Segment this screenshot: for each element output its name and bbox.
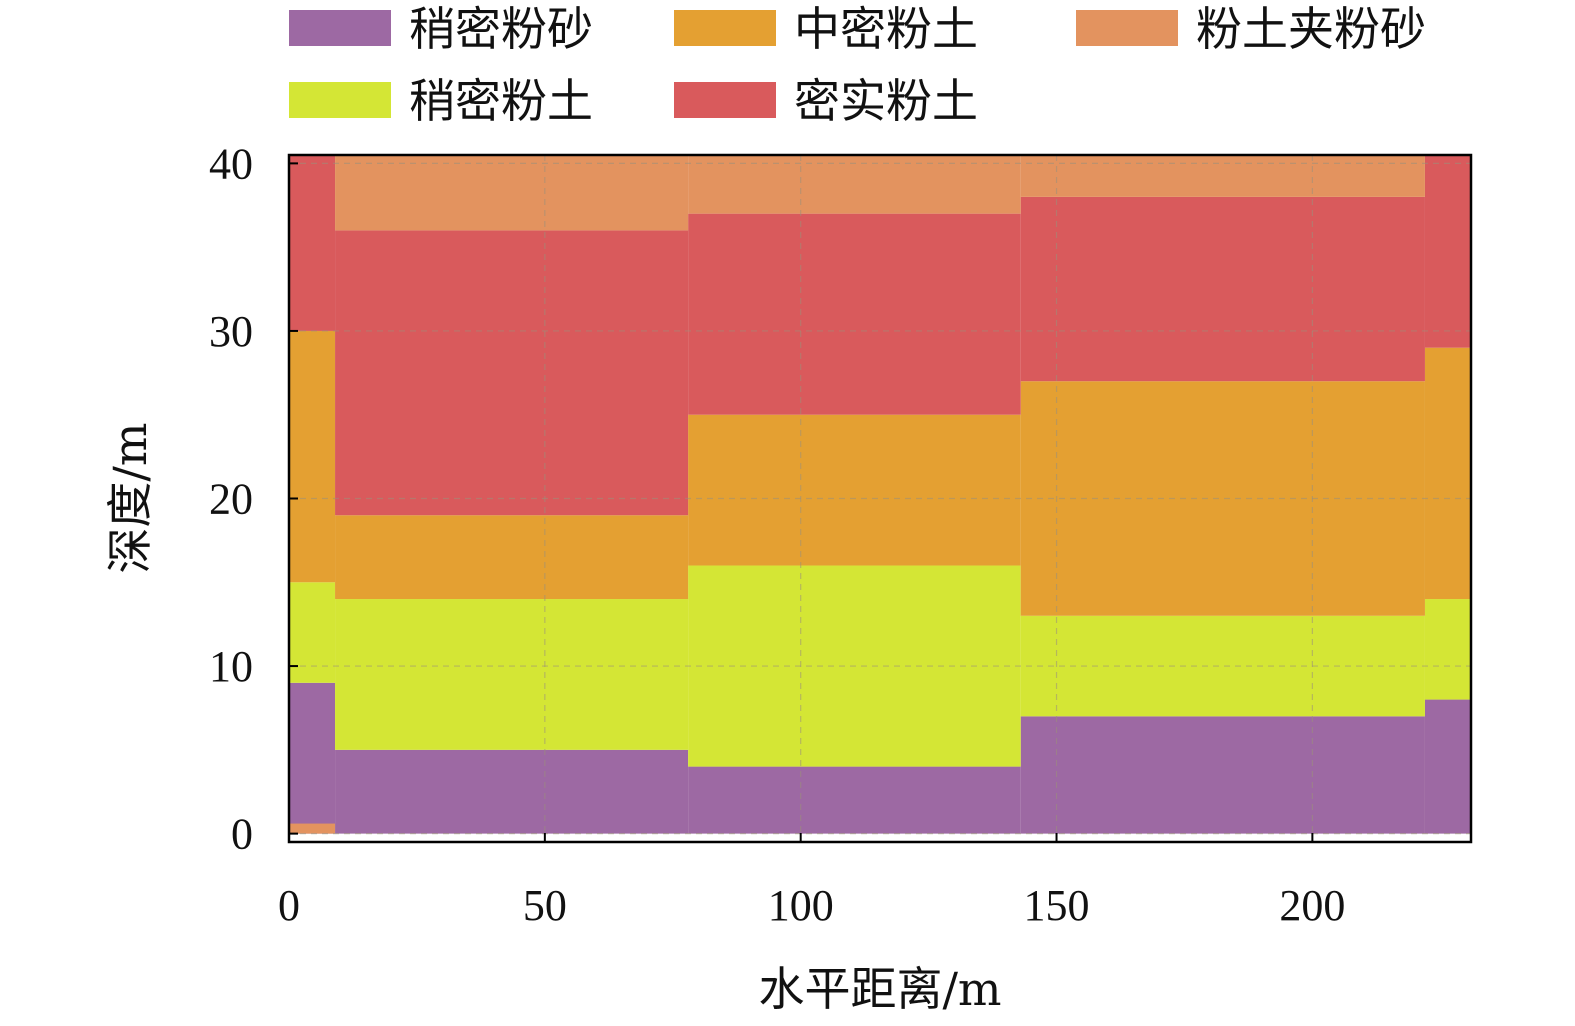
legend-label: 密实粉土 xyxy=(794,74,978,128)
legend-swatch xyxy=(674,82,776,118)
layer-segment xyxy=(688,213,1021,415)
layer-segment xyxy=(289,823,336,834)
layer-segment xyxy=(335,230,689,516)
legend-swatch xyxy=(289,10,391,46)
legend-label: 稍密粉土 xyxy=(409,74,593,128)
layer-segment xyxy=(289,582,336,683)
layer-segment xyxy=(688,766,1021,834)
legend-label: 粉土夹粉砂 xyxy=(1196,2,1426,56)
plot-area xyxy=(289,155,1471,834)
y-axis-title: 深度/m xyxy=(103,422,157,573)
layer-segment xyxy=(289,330,336,583)
layer-segment xyxy=(289,682,336,834)
layer-segment xyxy=(335,749,689,834)
layer-segment xyxy=(1424,599,1471,700)
layer-segment xyxy=(1424,699,1471,834)
layer-segment xyxy=(335,599,689,750)
layer-segment xyxy=(1424,347,1471,600)
grid xyxy=(289,155,1471,842)
x-axis-title: 水平距离/m xyxy=(758,962,1001,1016)
legend-swatch xyxy=(289,82,391,118)
x-axis: 0 50 100 150 200 xyxy=(278,833,1345,930)
layer-segment xyxy=(1424,155,1471,348)
layer-segment xyxy=(1020,196,1425,382)
x-tick-label: 200 xyxy=(1279,881,1345,930)
y-axis: 0 10 20 30 40 xyxy=(209,139,298,859)
x-tick-label: 100 xyxy=(768,881,834,930)
layer-segment xyxy=(688,414,1021,566)
y-tick-label: 20 xyxy=(209,475,253,524)
legend-swatch xyxy=(674,10,776,46)
layer-segment xyxy=(335,515,689,600)
legend-swatch xyxy=(1076,10,1178,46)
y-tick-label: 0 xyxy=(231,810,253,859)
layer-segment xyxy=(688,155,1021,214)
layer-segment xyxy=(1020,155,1425,197)
x-tick-label: 0 xyxy=(278,881,300,930)
x-tick-label: 150 xyxy=(1024,881,1090,930)
layer-segment xyxy=(1020,716,1425,834)
legend-label: 中密粉土 xyxy=(794,2,978,56)
y-tick-label: 40 xyxy=(209,139,253,188)
y-tick-label: 30 xyxy=(209,307,253,356)
y-tick-label: 10 xyxy=(209,642,253,691)
layer-segment xyxy=(335,155,689,231)
layer-segment xyxy=(289,155,336,331)
x-tick-label: 50 xyxy=(523,881,567,930)
legend-label: 稍密粉砂 xyxy=(409,2,593,56)
